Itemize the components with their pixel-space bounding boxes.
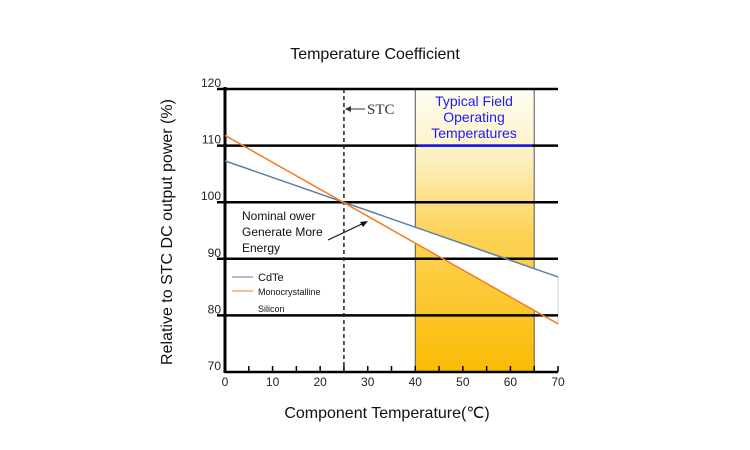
operating-temperature-region — [414, 88, 535, 373]
legend-mono-1: Monocrystalline — [258, 287, 321, 297]
y-tick-label-100: 100 — [201, 189, 221, 203]
legend-cdte: CdTe — [258, 272, 284, 284]
legend-mono-2: Silicon — [258, 304, 285, 314]
y-tick-label-90: 90 — [208, 246, 222, 260]
x-tick-label-50: 50 — [456, 375, 470, 389]
x-tick-label-0: 0 — [222, 375, 229, 389]
x-axis-label: Component Temperature(℃) — [284, 405, 489, 422]
note-arrow — [327, 222, 365, 241]
note-line-3: Energy — [242, 241, 280, 255]
note-line-2: Generate More — [242, 225, 323, 239]
x-tick-label-10: 10 — [266, 375, 280, 389]
y-tick-label-80: 80 — [208, 302, 222, 316]
region-label-2: Operating — [443, 109, 504, 125]
x-tick-label-60: 60 — [504, 375, 518, 389]
stc-label: STC — [367, 102, 395, 118]
region-label-3: Temperatures — [431, 125, 517, 141]
y-tick-label-70: 70 — [208, 359, 222, 373]
chart-title: Temperature Coefficient — [290, 46, 460, 63]
x-tick-label-70: 70 — [551, 375, 565, 389]
y-tick-label-120: 120 — [201, 76, 221, 90]
region-label-1: Typical Field — [435, 93, 513, 109]
x-tick-label-20: 20 — [313, 375, 327, 389]
x-tick-label-40: 40 — [409, 375, 423, 389]
series-line-cdte — [224, 160, 559, 278]
y-tick-label-110: 110 — [202, 133, 221, 147]
note-arrow-head — [360, 221, 368, 227]
note-line-1: Nominal ower — [242, 209, 315, 223]
stc-arrow-head — [345, 106, 351, 112]
series-line-monocrystalline-silicon — [224, 134, 559, 325]
x-tick-label-30: 30 — [361, 375, 375, 389]
y-axis-label: Relative to STC DC output power (%) — [159, 99, 176, 365]
